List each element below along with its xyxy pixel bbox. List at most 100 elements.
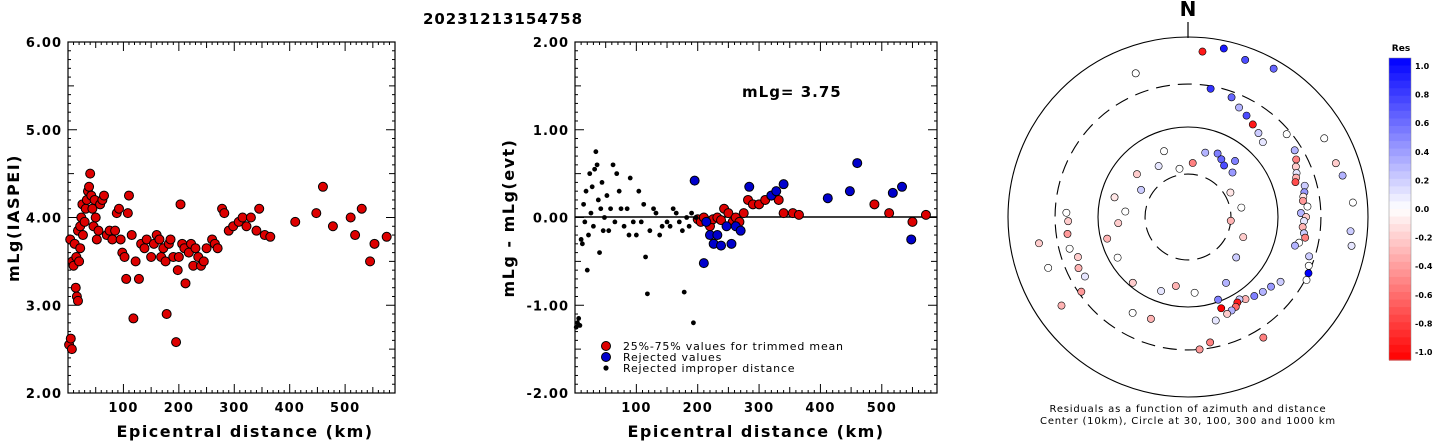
data-point	[70, 282, 81, 293]
data-point	[113, 203, 124, 214]
improper-distance-point	[647, 228, 653, 234]
colorbar-segment	[1389, 246, 1411, 255]
data-point	[369, 238, 380, 249]
station-residual-point	[1304, 261, 1313, 270]
magnitude-annotation: mLg= 3.75	[742, 83, 842, 101]
station-residual-point	[1121, 207, 1130, 216]
colorbar-segment	[1389, 141, 1411, 150]
station-residual-point	[1331, 159, 1340, 168]
colorbar-segment	[1389, 231, 1411, 240]
data-point	[311, 208, 322, 219]
rejected-point	[771, 186, 782, 197]
colorbar-segment	[1389, 88, 1411, 97]
data-point	[107, 234, 118, 245]
improper-distance-point	[630, 219, 636, 225]
data-point	[907, 216, 918, 227]
data-point	[72, 295, 83, 306]
y-tick-label: 2.00	[533, 36, 569, 51]
rejected-point	[822, 193, 833, 204]
data-point	[119, 251, 130, 262]
improper-distance-point	[657, 232, 663, 238]
station-residual-point	[1137, 186, 1145, 194]
station-residual-point	[1248, 120, 1257, 129]
colorbar-tick-label: 0.8	[1415, 91, 1430, 100]
data-point	[65, 333, 76, 344]
station-residual-point	[1237, 203, 1246, 212]
improper-distance-point	[624, 206, 630, 212]
colorbar-segment	[1389, 344, 1411, 354]
legend-label-trimmed-mean: 25%-75% values for trimmed mean	[623, 340, 844, 353]
station-residual-point	[1320, 134, 1329, 143]
legend-marker-trimmed-mean	[601, 341, 611, 351]
data-point	[66, 344, 77, 355]
improper-distance-point	[633, 232, 639, 238]
data-point	[121, 273, 132, 284]
legend-marker-improper-distance	[603, 365, 609, 371]
improper-distance-point	[643, 254, 648, 260]
data-point	[738, 208, 749, 219]
improper-distance-point	[591, 223, 596, 229]
data-point	[122, 208, 133, 219]
rejected-point	[906, 234, 917, 245]
improper-distance-point	[614, 171, 620, 177]
improper-distance-point	[691, 320, 696, 326]
station-residual-point	[1214, 295, 1222, 304]
data-point	[356, 203, 367, 214]
station-residual-point	[1217, 304, 1226, 313]
colorbar-segment	[1389, 254, 1411, 263]
data-point	[920, 209, 931, 220]
rejected-point	[844, 186, 855, 197]
x-tick-label: 500	[867, 401, 897, 416]
colorbar-segment	[1389, 118, 1411, 127]
rejected-point	[735, 225, 746, 236]
improper-distance-point	[684, 215, 690, 220]
improper-distance-point	[586, 232, 591, 238]
colorbar-segment	[1389, 276, 1411, 286]
data-point	[173, 251, 184, 262]
station-residual-point	[1198, 47, 1207, 56]
station-residual-point	[1128, 309, 1137, 317]
station-residual-point	[1250, 292, 1259, 300]
colorbar-segment	[1389, 163, 1411, 172]
station-residual-point	[1064, 217, 1073, 226]
improper-distance-point	[573, 324, 579, 330]
data-point	[110, 225, 121, 236]
station-residual-point	[1291, 178, 1300, 186]
legend-marker-rejected	[601, 352, 611, 362]
improper-distance-point	[595, 197, 601, 203]
colorbar-tick-label: 0.4	[1415, 148, 1430, 157]
data-point	[265, 231, 276, 242]
data-point	[241, 221, 252, 232]
station-residual-point	[1213, 149, 1222, 158]
station-residual-point	[1235, 103, 1243, 112]
distance-ring-1000km	[1007, 36, 1369, 398]
data-point	[77, 230, 88, 241]
improper-distance-point	[581, 201, 586, 207]
colorbar-segment	[1389, 80, 1411, 89]
station-residual-point	[1220, 161, 1228, 170]
data-point	[91, 234, 102, 245]
station-residual-point	[1044, 263, 1053, 272]
improper-distance-point	[645, 291, 650, 297]
colorbar-segment	[1389, 239, 1411, 248]
colorbar-segment	[1389, 193, 1411, 203]
data-point	[99, 190, 110, 201]
improper-distance-point	[593, 149, 599, 155]
improper-distance-point	[610, 162, 616, 168]
station-residual-point	[1154, 162, 1163, 170]
improper-distance-point	[659, 223, 665, 229]
station-residual-point	[1258, 138, 1267, 147]
improper-distance-point	[616, 188, 622, 194]
improper-distance-point	[641, 201, 647, 207]
y-tick-label: 2.00	[26, 387, 62, 402]
improper-distance-point	[664, 219, 670, 225]
improper-distance-point	[584, 267, 590, 273]
colorbar-title: Res	[1392, 44, 1410, 54]
x-tick-label: 400	[805, 401, 835, 416]
x-tick-label: 300	[219, 401, 249, 416]
x-axis-label: Epicentral distance (km)	[627, 422, 884, 441]
colorbar-frame	[1388, 57, 1412, 361]
x-tick-label: 200	[683, 401, 713, 416]
data-point	[201, 243, 212, 254]
data-point	[172, 265, 183, 276]
